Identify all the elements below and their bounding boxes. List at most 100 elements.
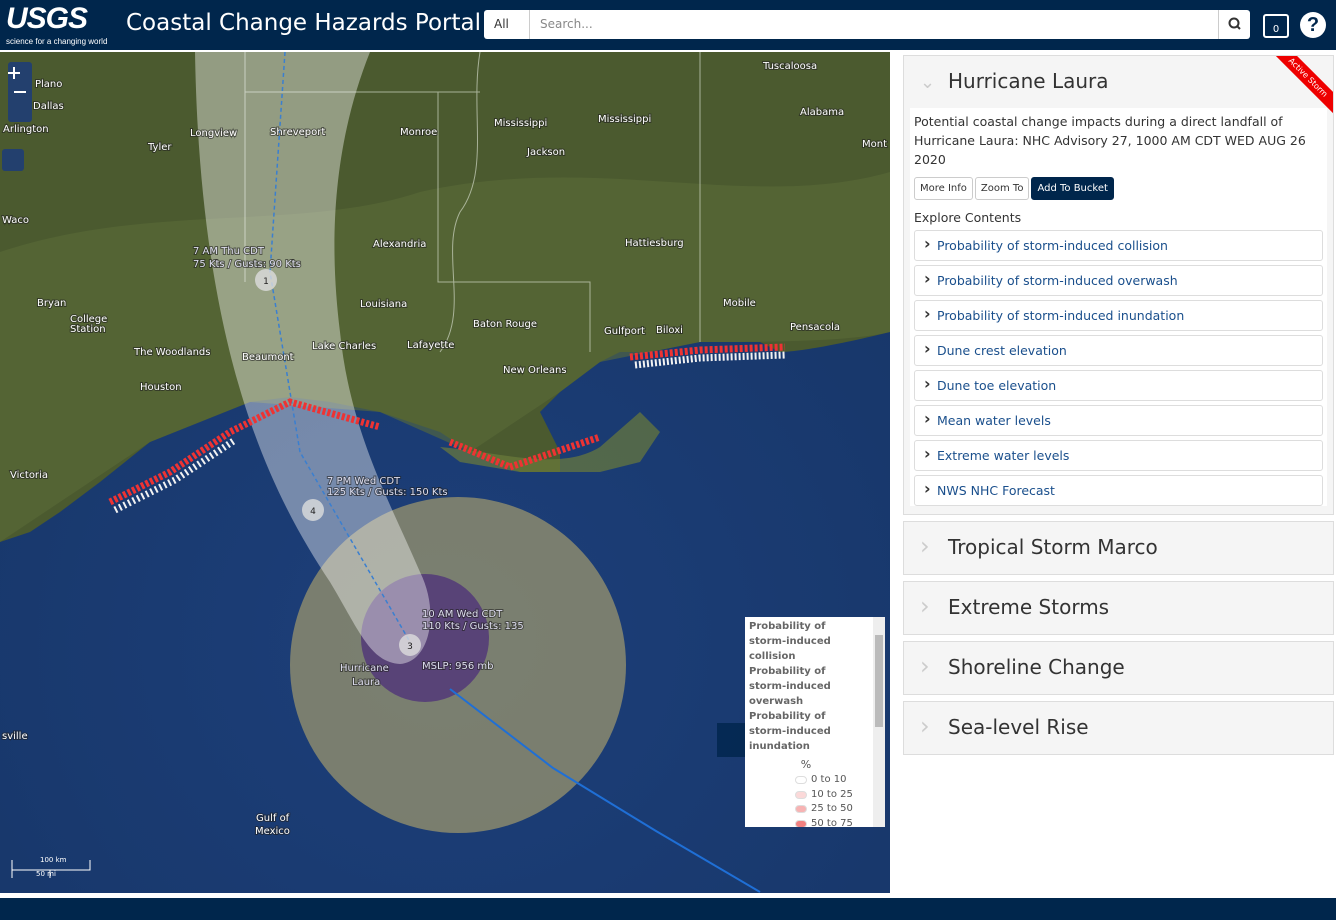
past-track [449,688,761,893]
action-button[interactable]: More Info [914,177,973,200]
expand-icon: › [920,652,930,680]
content-item[interactable]: Mean water levels [914,405,1323,436]
action-button[interactable]: Zoom To [974,177,1030,200]
place-label: Louisiana [360,299,407,310]
place-label: Dallas [33,101,64,112]
section-title: Shoreline Change [948,655,1125,679]
place-label: Station [70,324,106,335]
legend-swatch [795,790,807,799]
section-card[interactable]: › Shoreline Change [903,641,1334,695]
legend-row: 0 to 10 [749,773,881,788]
place-label: The Woodlands [133,347,210,358]
storm-label: Hurricane [340,663,389,674]
storm-label: 75 Kts / Gusts: 90 Kts [193,259,301,270]
legend-swatch [795,776,807,784]
search-icon [1228,17,1241,30]
active-storm-card: Active Storm ⌄ Hurricane Laura Potential… [903,55,1334,515]
place-label: Mobile [723,298,756,309]
help-button[interactable]: ? [1300,12,1326,38]
place-label: College [70,314,107,325]
content-item[interactable]: Probability of storm-induced inundation [914,300,1323,331]
storm-label: 10 AM Wed CDT [422,609,503,620]
search-scope[interactable]: All [484,10,530,39]
place-label: Mississippi [598,114,651,125]
search-input[interactable]: Search... [530,10,1218,39]
place-label: Bryan [37,298,66,309]
expand-icon: › [920,532,930,560]
place-label: Plano [35,79,62,90]
place-label: Mississippi [494,118,547,129]
place-label: Gulf of [256,813,290,824]
storm-label: Laura [352,677,380,688]
legend-row: 25 to 50 [749,802,881,817]
explore-heading: Explore Contents [914,210,1022,225]
legend-class: 10 to 25 [811,788,853,800]
borders [244,52,701,353]
section-card[interactable]: › Extreme Storms [903,581,1334,635]
content-item[interactable]: Dune toe elevation [914,370,1323,401]
bucket-button[interactable]: 0 [1263,14,1289,38]
layers-button[interactable] [2,149,24,171]
section-title: Tropical Storm Marco [948,535,1158,559]
place-label: Tuscaloosa [762,61,817,72]
track-number: 3 [407,642,413,652]
search-button[interactable] [1218,10,1250,39]
place-label: Alabama [800,107,844,118]
description: Potential coastal change impacts during … [914,114,1306,167]
place-label: Shreveport [270,127,325,138]
section-card[interactable]: › Tropical Storm Marco [903,521,1334,575]
content-item[interactable]: Dune crest elevation [914,335,1323,366]
storm-label: 110 Kts / Gusts: 135 [422,621,524,632]
legend-toggle[interactable] [717,723,745,757]
place-label: Biloxi [656,325,683,336]
legend-scrollbar[interactable] [873,617,885,827]
collapse-icon[interactable]: ⌄ [920,72,936,93]
content-item[interactable]: Probability of storm-induced collision [914,230,1323,261]
place-label: Jackson [526,147,565,158]
legend-unit: % [800,758,812,771]
tagline: science for a changing world [6,37,108,46]
legend-class: 50 to 75 [811,818,853,827]
forecast-track [269,52,411,643]
legend-layer: Probability of storm-induced overwash [749,666,831,707]
legend-class: 25 to 50 [811,803,853,815]
place-label: Gulfport [604,326,645,337]
side-panel: Active Storm ⌄ Hurricane Laura Potential… [903,55,1334,755]
track-number: 4 [310,507,316,517]
logo[interactable]: USGS [6,2,88,35]
place-label: sville [2,731,28,742]
button-row: More Info Zoom To Add To Bucket [914,169,1323,200]
scale-label: 100 km [40,856,67,864]
place-label: Lafayette [407,340,454,351]
content-item[interactable]: Extreme water levels [914,440,1323,471]
action-button[interactable]: Add To Bucket [1031,177,1114,200]
zoom-controls [2,62,32,171]
track-marker[interactable] [255,269,277,291]
place-label: Lake Charles [312,341,376,352]
hurricane-core [361,574,489,702]
card-title[interactable]: Hurricane Laura [948,69,1109,93]
place-label: Waco [2,215,29,226]
section-card[interactable]: › Sea-level Rise [903,701,1334,755]
track-marker[interactable] [399,634,421,656]
track-marker[interactable] [302,499,324,521]
place-label: Beaumont [242,352,294,363]
scale-bar [11,860,91,878]
card-body: Potential coastal change impacts during … [910,108,1327,506]
place-label: Houston [140,382,182,393]
legend-row: 10 to 25 [749,788,881,803]
place-label: Tyler [147,142,172,153]
content-item[interactable]: Probability of storm-induced overwash [914,265,1323,296]
storm-label: 125 Kts / Gusts: 150 Kts [327,487,448,498]
portal-title: Coastal Change Hazards Portal [126,10,481,36]
place-label: Mexico [255,826,290,837]
content-item[interactable]: NWS NHC Forecast [914,475,1323,506]
legend-swatch [795,805,807,814]
footer [0,898,1336,920]
land-shade [0,172,890,542]
map-labels: Plano Dallas Arlington Tyler Longview Shrevep… [1,60,888,838]
legend-layer: Probability of storm-induced collision [749,621,831,662]
coastal-hazard-bands [108,343,786,514]
place-label: Hattiesburg [625,238,684,249]
map[interactable]: Plano Dallas Arlington Tyler Longview Shrevep… [0,52,890,893]
